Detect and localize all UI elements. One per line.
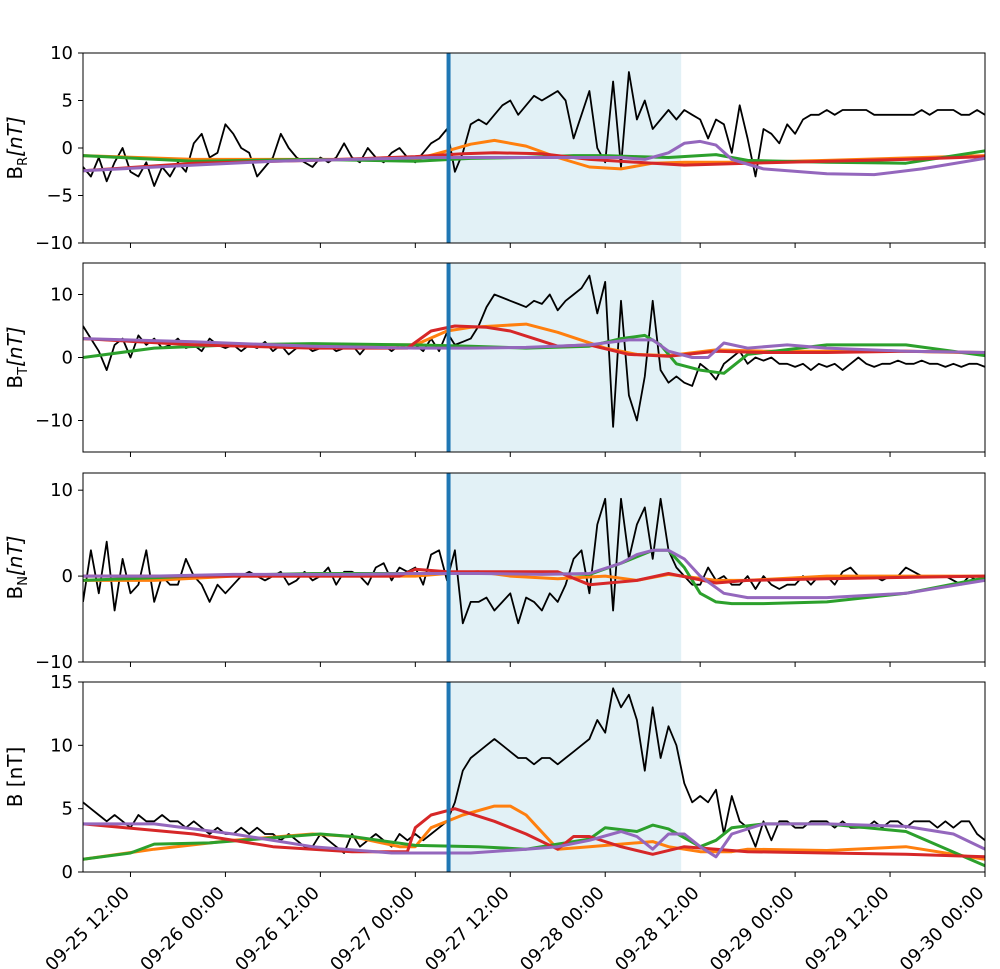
y-tick-label: −10 [35,652,73,673]
observation-line [83,497,985,625]
y-tick-label: 10 [50,480,73,501]
x-tick-label: 09-29 12:00 [801,883,894,969]
y-tick-label: 10 [50,43,73,64]
y-label-main: B [nT] [3,747,27,808]
y-tick-label: 15 [50,672,73,693]
y-label-subscript: T [16,367,31,376]
shaded-region [448,53,682,243]
y-tick-label: −10 [35,233,73,254]
y-axis-label: B [nT] [3,747,27,808]
y-axis-label: BT[nT] [3,326,31,388]
x-tick-label: 09-27 12:00 [421,883,514,969]
y-tick-label: −5 [46,186,73,207]
panel-bt: −10 0 10 BT[nT] [3,262,986,457]
model-purple-line [83,337,985,359]
plot-area [83,274,985,428]
axes-frame [82,472,986,663]
y-tick-label: 0 [62,348,73,369]
model-purple-line [83,822,985,859]
x-tick-label: 09-28 12:00 [611,883,704,969]
panel-br: −10 −5 0 5 10 BR[nT] [3,43,986,254]
axes-frame [82,681,986,873]
y-tick-label: 10 [50,735,73,756]
model-purple-line [83,139,985,177]
y-tick-label: 5 [62,91,73,112]
y-label-unit: [nT] [3,116,27,157]
y-label-subscript: R [16,157,31,166]
panel-bn: −10 0 10 BN[nT] [3,472,986,673]
model-purple-line [83,548,985,600]
y-label-unit: [nT] [3,536,27,577]
y-tick-label: 5 [62,799,73,820]
y-label-main: B [3,586,27,600]
shaded-region [448,473,682,662]
plot-area [83,497,985,625]
x-tick-label: 09-25 12:00 [41,883,134,969]
y-label-main: B [3,166,27,180]
y-tick-label: 10 [50,285,73,306]
y-tick-label: −10 [35,411,73,432]
plot-area [83,71,985,187]
x-tick-label: 09-28 00:00 [516,883,609,969]
y-tick-label: 0 [62,566,73,587]
panel-b-total: 0 5 10 15 B [nT] 09-25 12:00 09-26 00:00 09-26 … [3,672,989,969]
y-tick-label: 0 [62,862,73,883]
x-tick-label: 09-27 00:00 [326,883,419,969]
y-tick-label: 0 [62,138,73,159]
y-label-main: B [3,375,27,389]
x-tick-label: 09-29 00:00 [706,883,799,969]
y-label-subscript: N [16,576,31,586]
y-axis-label: BR[nT] [3,116,31,179]
x-tick-label: 09-26 00:00 [136,883,229,969]
shaded-region [448,263,682,452]
y-label-unit: [nT] [3,326,27,367]
model-red-line [83,567,985,587]
observation-line [83,71,985,187]
x-tick-label: 09-26 12:00 [231,883,324,969]
y-axis-label: BN[nT] [3,536,31,600]
plot-area [83,687,985,868]
x-tick-label: 09-30 00:00 [896,883,989,969]
